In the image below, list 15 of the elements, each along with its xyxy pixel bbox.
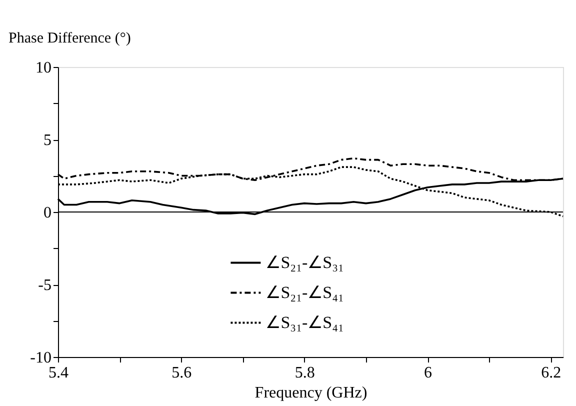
legend-label: ∠S₂₁-∠S₃₁	[266, 252, 344, 272]
y-tick-label: -5	[38, 277, 52, 294]
legend-label: ∠S₂₁-∠S₄₁	[266, 282, 344, 302]
y-axis-title: Phase Difference (°)	[8, 30, 131, 46]
x-tick-label: 5.8	[294, 364, 315, 382]
x-tick-label: 6.2	[541, 364, 562, 382]
x-tick-label: 5.6	[172, 364, 192, 382]
y-tick-label: -10	[30, 350, 52, 366]
y-tick-label: 0	[44, 204, 52, 222]
y-tick-label: 10	[36, 60, 52, 76]
x-tick-label: 6	[424, 364, 432, 382]
x-axis-title: Frequency (GHz)	[254, 384, 368, 402]
x-tick-label: 5.4	[48, 364, 68, 382]
y-tick-label: 5	[44, 132, 52, 149]
legend-label: ∠S₃₁-∠S₄₁	[266, 312, 344, 332]
